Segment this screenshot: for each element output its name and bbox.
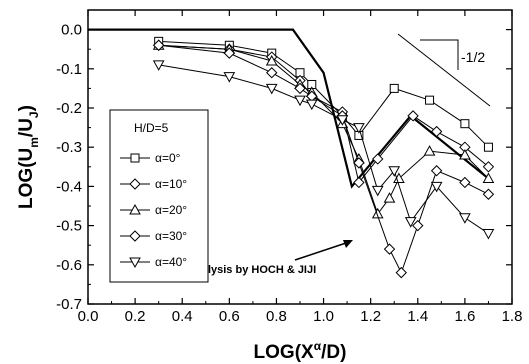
series-4 (152, 60, 495, 240)
data-point (460, 119, 470, 129)
y-tick-label: -0.5 (56, 218, 82, 235)
slope-triangle (420, 39, 459, 70)
y-tick-label: -0.7 (56, 296, 82, 313)
data-point (482, 228, 495, 240)
series-line (158, 44, 489, 184)
x-tick-label: 1.2 (360, 308, 381, 325)
legend-marker (129, 257, 141, 269)
slope-reference: -1/2 (397, 33, 491, 107)
annotation: analysis by HOCH & JIJI (189, 240, 353, 276)
data-point (430, 181, 443, 193)
theory-line (88, 28, 490, 189)
x-tick-label: 1.4 (407, 308, 428, 325)
legend-label: α=0° (155, 151, 181, 165)
data-point (459, 176, 471, 189)
legend-box (109, 109, 209, 283)
data-point (388, 166, 401, 177)
data-point (353, 123, 365, 134)
slope-line (397, 33, 491, 107)
data-point (152, 60, 165, 71)
slope-label: -1/2 (461, 49, 485, 65)
data-point (305, 99, 318, 111)
data-point (353, 157, 365, 169)
legend-item: α=0° (120, 151, 181, 165)
legend-item: α=20° (120, 203, 187, 217)
legend-marker (129, 203, 141, 215)
y-tick-label: 0.0 (61, 22, 82, 39)
x-tick-label: 0.2 (125, 308, 146, 325)
data-point (412, 219, 424, 232)
data-point (423, 145, 436, 156)
legend-item: α=40° (120, 255, 187, 269)
data-point (425, 95, 435, 105)
data-point (482, 172, 495, 184)
x-tick-labels: 0.0 0.2 0.4 0.6 0.8 1.0 1.2 1.4 1.6 1.8 (78, 308, 523, 325)
data-point (404, 217, 417, 228)
annotation-arrow-line (294, 241, 350, 261)
data-point (383, 243, 396, 255)
y-tick-label: -0.4 (56, 178, 82, 195)
x-axis-label: LOG(Xα/D) (254, 339, 347, 363)
legend: H/D=5 α=0° α=10° α=20° α=30° α=40° (109, 109, 209, 283)
legend-item: α=30° (120, 229, 187, 243)
data-point (353, 176, 365, 189)
y-tick-label: -0.2 (56, 100, 82, 117)
data-point (152, 39, 165, 51)
data-point (336, 115, 349, 126)
y-tick-label: -0.1 (56, 61, 82, 78)
data-point (265, 54, 278, 66)
data-point (223, 47, 236, 59)
data-point (482, 188, 495, 200)
y-tick-label: -0.3 (56, 139, 82, 156)
data-point (294, 82, 306, 95)
theory-curve (88, 28, 490, 189)
data-point (389, 83, 399, 93)
data-point (430, 165, 443, 177)
data-point (371, 185, 384, 197)
legend-label: α=30° (155, 229, 187, 243)
legend-label: α=10° (155, 177, 187, 191)
data-point (407, 110, 419, 122)
legend-label: α=40° (155, 255, 187, 269)
y-tick-labels: 0.0 -0.1 -0.2 -0.3 -0.4 -0.5 -0.6 -0.7 (56, 22, 82, 313)
data-point (430, 125, 443, 138)
y-axis-label: LOG(Um/UJ) (16, 105, 41, 209)
data-point (266, 67, 278, 79)
x-tick-label: 0.0 (78, 308, 99, 325)
data-point (459, 149, 471, 160)
data-point (371, 207, 384, 219)
annotation-arrowhead (343, 240, 353, 248)
legend-marker (130, 153, 140, 163)
legend-label: α=20° (155, 203, 187, 217)
axis-ticks (87, 10, 513, 305)
data-point (482, 161, 495, 173)
legend-title: H/D=5 (134, 121, 169, 135)
legend-marker (129, 230, 141, 242)
legend-items: α=0° α=10° α=20° α=30° α=40° (120, 151, 187, 269)
legend-marker (129, 178, 141, 190)
data-point (459, 213, 471, 224)
x-tick-label: 1.6 (454, 308, 475, 325)
annotation-text: analysis by HOCH & JIJI (189, 264, 316, 276)
data-point (294, 95, 306, 107)
x-tick-label: 0.8 (266, 308, 287, 325)
data-point (383, 192, 396, 203)
y-tick-label: -0.6 (56, 257, 82, 274)
x-tick-label: 1.0 (313, 308, 334, 325)
series-layer (152, 36, 495, 279)
data-point (372, 153, 384, 165)
x-tick-label: 1.8 (502, 308, 523, 325)
data-point (483, 142, 493, 152)
data-point (223, 72, 236, 83)
data-point (395, 266, 407, 279)
data-point (265, 83, 278, 95)
legend-item: α=10° (120, 177, 187, 191)
series-3 (152, 39, 495, 279)
x-tick-label: 0.4 (172, 308, 193, 325)
x-tick-label: 0.6 (219, 308, 240, 325)
